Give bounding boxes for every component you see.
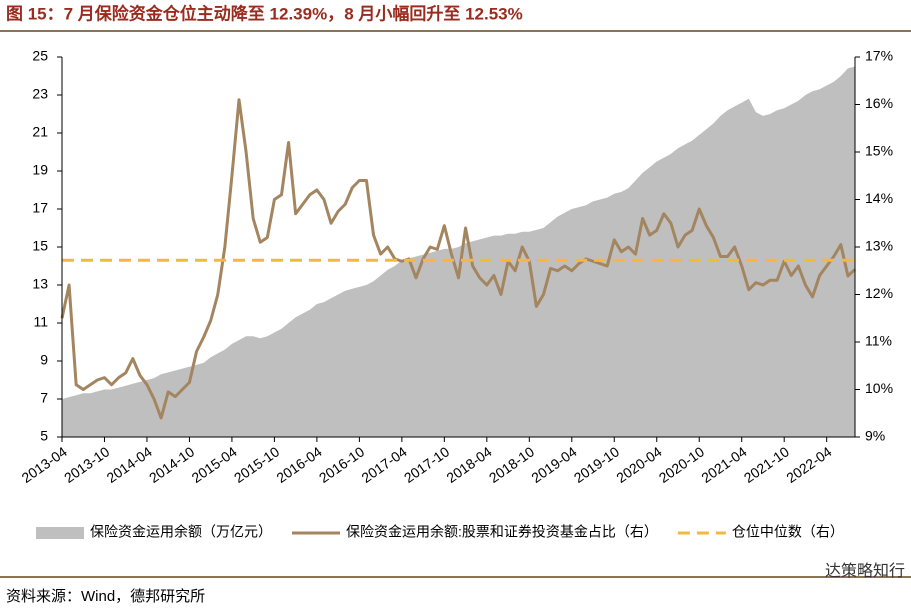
legend-swatch <box>36 527 84 539</box>
y-tick-label: 17 <box>32 200 48 216</box>
x-tick-label: 2017-10 <box>401 443 452 486</box>
y-tick-label: 5 <box>40 428 48 444</box>
x-tick-label: 2015-10 <box>231 443 282 486</box>
y2-tick-label: 14% <box>865 190 893 206</box>
x-tick-label: 2014-04 <box>104 443 155 486</box>
x-tick-label: 2020-04 <box>613 443 664 486</box>
source: 资料来源：Wind，德邦研究所 <box>6 587 205 605</box>
x-tick-label: 2016-04 <box>273 443 324 486</box>
y-tick-label: 7 <box>40 390 48 406</box>
y2-tick-label: 11% <box>865 333 892 349</box>
legend-label: 保险资金运用余额（万亿元） <box>90 524 272 540</box>
x-tick-label: 2018-04 <box>443 443 494 486</box>
y2-tick-label: 12% <box>865 285 893 301</box>
x-tick-label: 2014-10 <box>146 443 197 486</box>
x-tick-label: 2020-10 <box>656 443 707 486</box>
y-tick-label: 19 <box>32 162 48 178</box>
x-tick-label: 2022-04 <box>783 443 834 486</box>
y-tick-label: 13 <box>32 276 48 292</box>
y2-tick-label: 16% <box>865 95 893 111</box>
y2-tick-label: 10% <box>865 380 893 396</box>
y-tick-label: 15 <box>32 238 48 254</box>
y-tick-label: 25 <box>32 48 48 64</box>
y-tick-label: 23 <box>32 86 48 102</box>
watermark: 达策略知行 <box>825 562 905 580</box>
x-tick-label: 2019-10 <box>571 443 622 486</box>
y-tick-label: 9 <box>40 352 48 368</box>
x-tick-label: 2013-10 <box>61 443 112 486</box>
y-tick-label: 11 <box>33 314 48 330</box>
x-tick-label: 2019-04 <box>528 443 579 486</box>
legend-label: 保险资金运用余额:股票和证券投资基金占比（右） <box>346 524 658 540</box>
x-tick-label: 2013-04 <box>19 443 70 486</box>
y-tick-label: 21 <box>32 124 48 140</box>
y2-tick-label: 13% <box>865 238 893 254</box>
chart-title: 图 15：7 月保险资金仓位主动降至 12.39%，8 月小幅回升至 12.53… <box>6 3 523 23</box>
y2-tick-label: 9% <box>865 428 885 444</box>
area <box>62 66 855 437</box>
x-tick-label: 2021-04 <box>698 443 749 486</box>
x-tick-label: 2015-04 <box>188 443 239 486</box>
legend-label: 仓位中位数（右） <box>732 524 844 540</box>
y2-tick-label: 17% <box>865 48 893 64</box>
x-tick-label: 2016-10 <box>316 443 367 486</box>
x-tick-label: 2018-10 <box>486 443 537 486</box>
line <box>60 98 857 420</box>
y2-tick-label: 15% <box>865 143 893 159</box>
x-tick-label: 2021-10 <box>741 443 792 486</box>
x-tick-label: 2017-04 <box>358 443 409 486</box>
